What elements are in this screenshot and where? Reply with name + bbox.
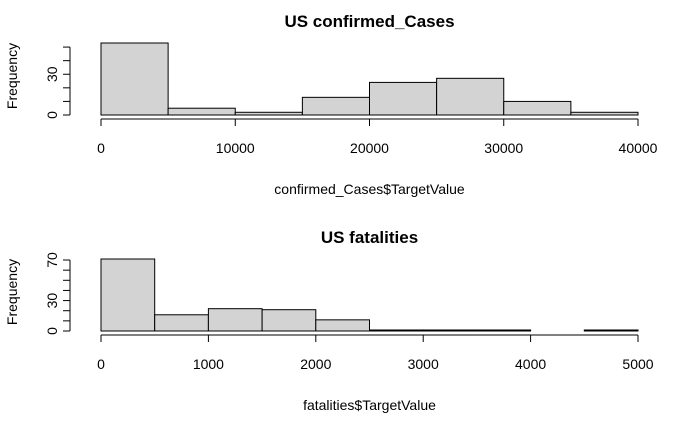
y-tick-label: 30 xyxy=(44,293,60,309)
x-axis-title: fatalities$TargetValue xyxy=(303,397,436,413)
histogram-bar xyxy=(261,309,317,332)
x-tick-label: 10000 xyxy=(216,140,255,156)
y-tick-label: 0 xyxy=(44,327,60,335)
chart-title: US confirmed_Cases xyxy=(284,12,454,31)
chart-title: US fatalities xyxy=(321,228,418,247)
histogram-bar xyxy=(167,107,236,116)
histogram-bar xyxy=(422,329,478,332)
histogram-bar xyxy=(154,314,209,332)
x-tick-label: 40000 xyxy=(619,140,658,156)
histogram-bar xyxy=(369,81,438,116)
histogram-bar xyxy=(234,111,303,116)
x-axis-title: confirmed_Cases$TargetValue xyxy=(274,181,465,197)
x-tick-label: 3000 xyxy=(408,356,439,372)
histogram-bar xyxy=(503,100,572,116)
x-tick-label: 1000 xyxy=(193,356,224,372)
histogram-bar xyxy=(207,308,263,332)
histogram-bar xyxy=(583,329,639,332)
x-tick-label: 0 xyxy=(97,356,105,372)
histogram-bar xyxy=(570,111,639,116)
x-tick-label: 30000 xyxy=(484,140,523,156)
histogram-bar xyxy=(301,96,370,116)
histogram-bar xyxy=(100,42,169,116)
x-tick-label: 20000 xyxy=(350,140,389,156)
y-tick-label: 70 xyxy=(44,252,60,268)
x-tick-label: 2000 xyxy=(300,356,331,372)
y-axis-title: Frequency xyxy=(4,259,20,325)
x-tick-label: 5000 xyxy=(622,356,653,372)
y-tick-label: 30 xyxy=(44,66,60,82)
histogram-bar xyxy=(436,77,505,116)
y-tick-label: 0 xyxy=(44,111,60,119)
histogram-bar xyxy=(100,258,156,332)
histogram-bar xyxy=(315,319,370,332)
x-tick-label: 4000 xyxy=(515,356,546,372)
y-axis-title: Frequency xyxy=(4,43,20,109)
histogram-bar xyxy=(476,329,532,332)
x-tick-label: 0 xyxy=(97,140,105,156)
histogram-bar xyxy=(369,329,424,332)
